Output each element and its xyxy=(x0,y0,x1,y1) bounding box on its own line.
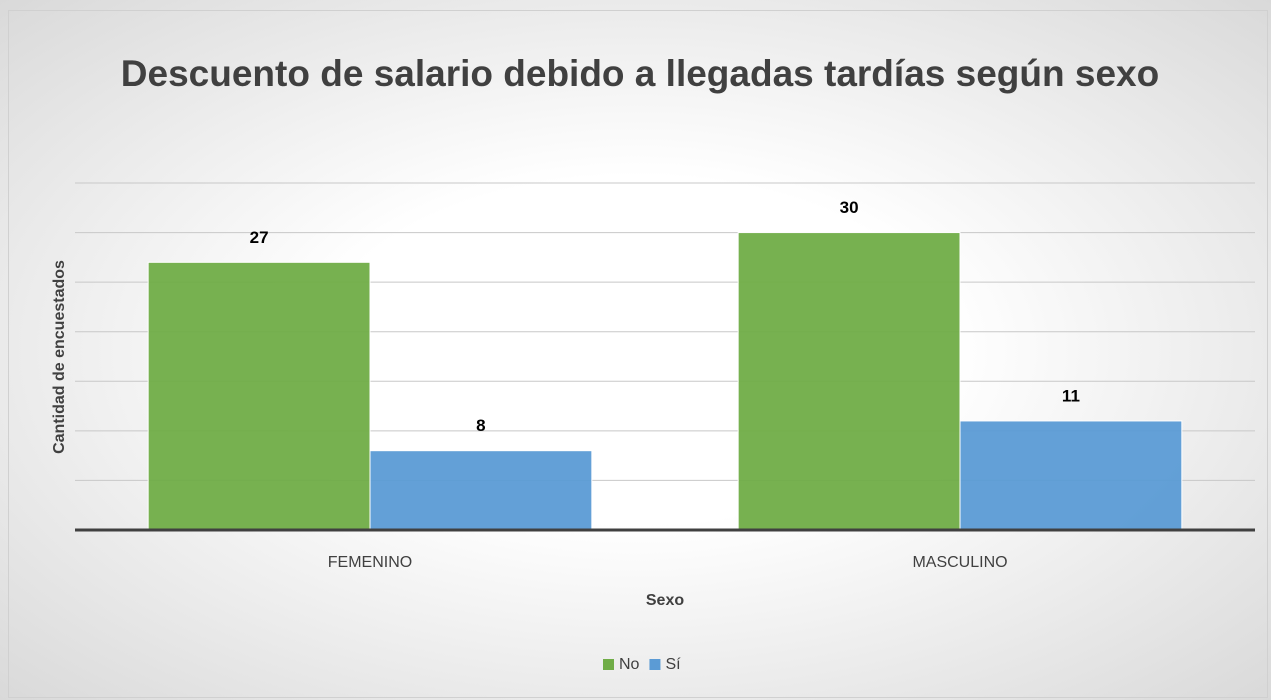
chart-frame xyxy=(8,10,1268,698)
legend-swatch xyxy=(649,659,661,670)
bar xyxy=(147,261,371,531)
bar xyxy=(737,232,961,531)
data-label: 30 xyxy=(840,198,859,217)
x-tick-label: MASCULINO xyxy=(912,554,1007,571)
legend-label: Sí xyxy=(665,656,681,673)
data-label: 27 xyxy=(250,228,269,247)
data-label: 11 xyxy=(1062,386,1080,405)
y-axis-label: Cantidad de encuestados xyxy=(51,260,68,454)
x-tick-label: FEMENINO xyxy=(328,554,412,571)
legend-swatch xyxy=(603,659,614,670)
x-axis-label: Sexo xyxy=(646,592,684,609)
data-label: 8 xyxy=(476,416,485,435)
bar xyxy=(369,450,593,531)
chart-title: Descuento de salario debido a llegadas t… xyxy=(120,53,1160,94)
legend-label: No xyxy=(619,656,640,673)
bar xyxy=(959,420,1183,531)
